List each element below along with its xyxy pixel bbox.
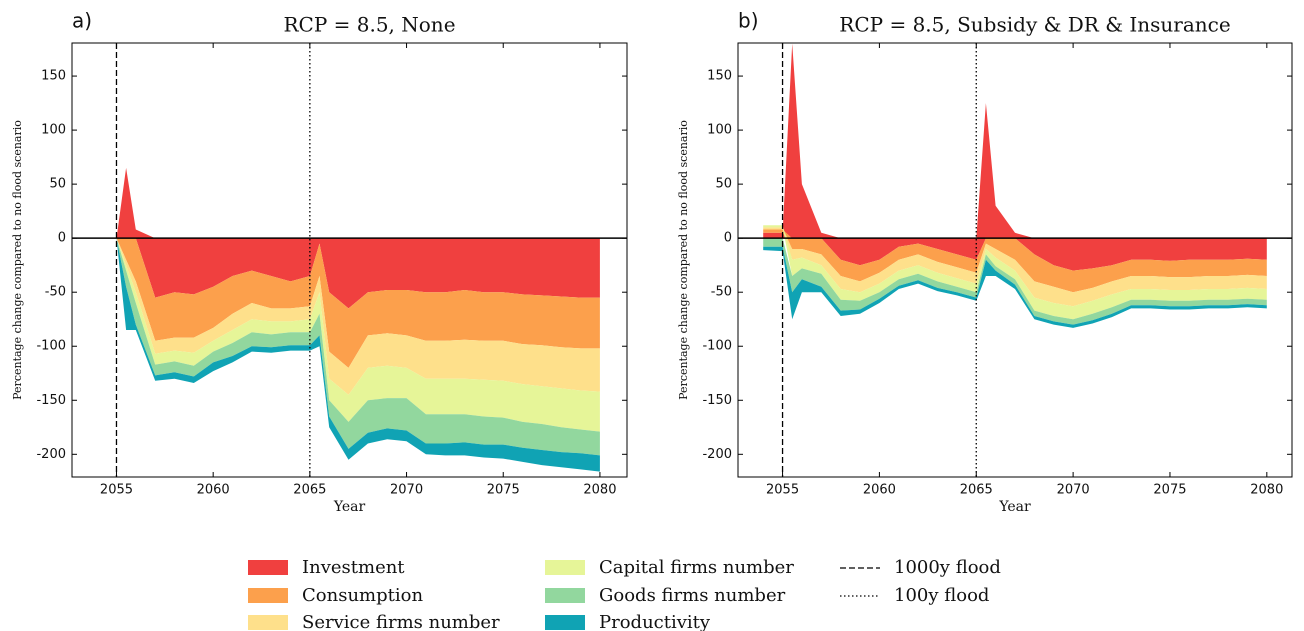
- x-tick-label: 2055: [766, 483, 799, 498]
- x-tick-label: 2080: [583, 483, 616, 498]
- y-tick-label: -100: [702, 339, 732, 354]
- legend-swatch: [545, 560, 585, 575]
- legend-swatch: [545, 588, 585, 603]
- y-tick-label: 100: [707, 123, 732, 138]
- y-tick-label: -50: [711, 285, 732, 300]
- legend-label: Goods firms number: [599, 585, 786, 606]
- area: [116, 238, 600, 368]
- y-tick-label: -150: [702, 393, 732, 408]
- area: [116, 238, 600, 395]
- legend-label: 1000y flood: [894, 557, 1001, 578]
- y-axis-label: Percentage change compared to no flood s…: [677, 120, 690, 400]
- x-tick-label: 2060: [197, 483, 230, 498]
- y-tick-label: -150: [36, 393, 66, 408]
- plot-frame: [737, 42, 1293, 478]
- area: [763, 227, 1267, 307]
- panel-label: b): [738, 9, 759, 33]
- area: [116, 167, 600, 309]
- legend-swatch: [545, 615, 585, 630]
- legend-swatch: [248, 560, 288, 575]
- x-axis-label: Year: [998, 499, 1031, 515]
- y-tick-label: -200: [702, 447, 732, 462]
- legend-label: Service firms number: [302, 612, 500, 631]
- x-tick-label: 2080: [1250, 483, 1283, 498]
- plot: -200 -150 -100 -50 0 50 100 150 2055 2060 2065 2070…: [11, 9, 628, 515]
- y-tick-label: 150: [41, 69, 66, 84]
- area: [763, 229, 1267, 293]
- areas: [116, 167, 600, 472]
- x-axis-label: Year: [333, 499, 366, 515]
- y-tick-label: 50: [49, 177, 66, 192]
- y-tick-label: -100: [36, 339, 66, 354]
- x-tick-label: 2065: [960, 483, 993, 498]
- area: [763, 238, 1267, 325]
- plot-frame: [71, 42, 628, 478]
- x-tick-label: 2065: [293, 483, 326, 498]
- y-tick-label: 150: [707, 69, 732, 84]
- legend-label: Investment: [302, 557, 405, 578]
- x-tick-label: 2070: [1057, 483, 1090, 498]
- y-axis-label: Percentage change compared to no flood s…: [11, 120, 24, 400]
- area: [116, 238, 600, 432]
- areas: [763, 43, 1267, 328]
- legend-swatch: [248, 588, 288, 603]
- x-tick-label: 2060: [863, 483, 896, 498]
- x-tick-label: 2070: [390, 483, 423, 498]
- area: [116, 238, 600, 456]
- y-tick-label: 0: [58, 231, 66, 246]
- area: [763, 43, 1267, 271]
- y-tick-label: -200: [36, 447, 66, 462]
- legend-swatch: [248, 615, 288, 630]
- chart-title: RCP = 8.5, None: [283, 13, 455, 37]
- y-tick-label: -50: [45, 285, 66, 300]
- panel-label: a): [72, 9, 92, 33]
- plot: -200 -150 -100 -50 0 50 100 150 2055 2060 2065 2070…: [677, 9, 1293, 515]
- y-tick-label: 50: [715, 177, 732, 192]
- legend-label: Productivity: [599, 612, 711, 631]
- legend-label: Consumption: [302, 585, 423, 606]
- x-tick-label: 2075: [1153, 483, 1186, 498]
- x-tick-label: 2055: [100, 483, 133, 498]
- area: [763, 225, 1267, 320]
- chart-title: RCP = 8.5, Subsidy & DR & Insurance: [839, 13, 1230, 37]
- legend-label: Capital firms number: [599, 557, 794, 578]
- y-tick-label: 100: [41, 123, 66, 138]
- x-tick-label: 2075: [487, 483, 520, 498]
- y-tick-label: 0: [724, 231, 732, 246]
- area: [763, 246, 1267, 328]
- legend-label: 100y flood: [894, 585, 989, 606]
